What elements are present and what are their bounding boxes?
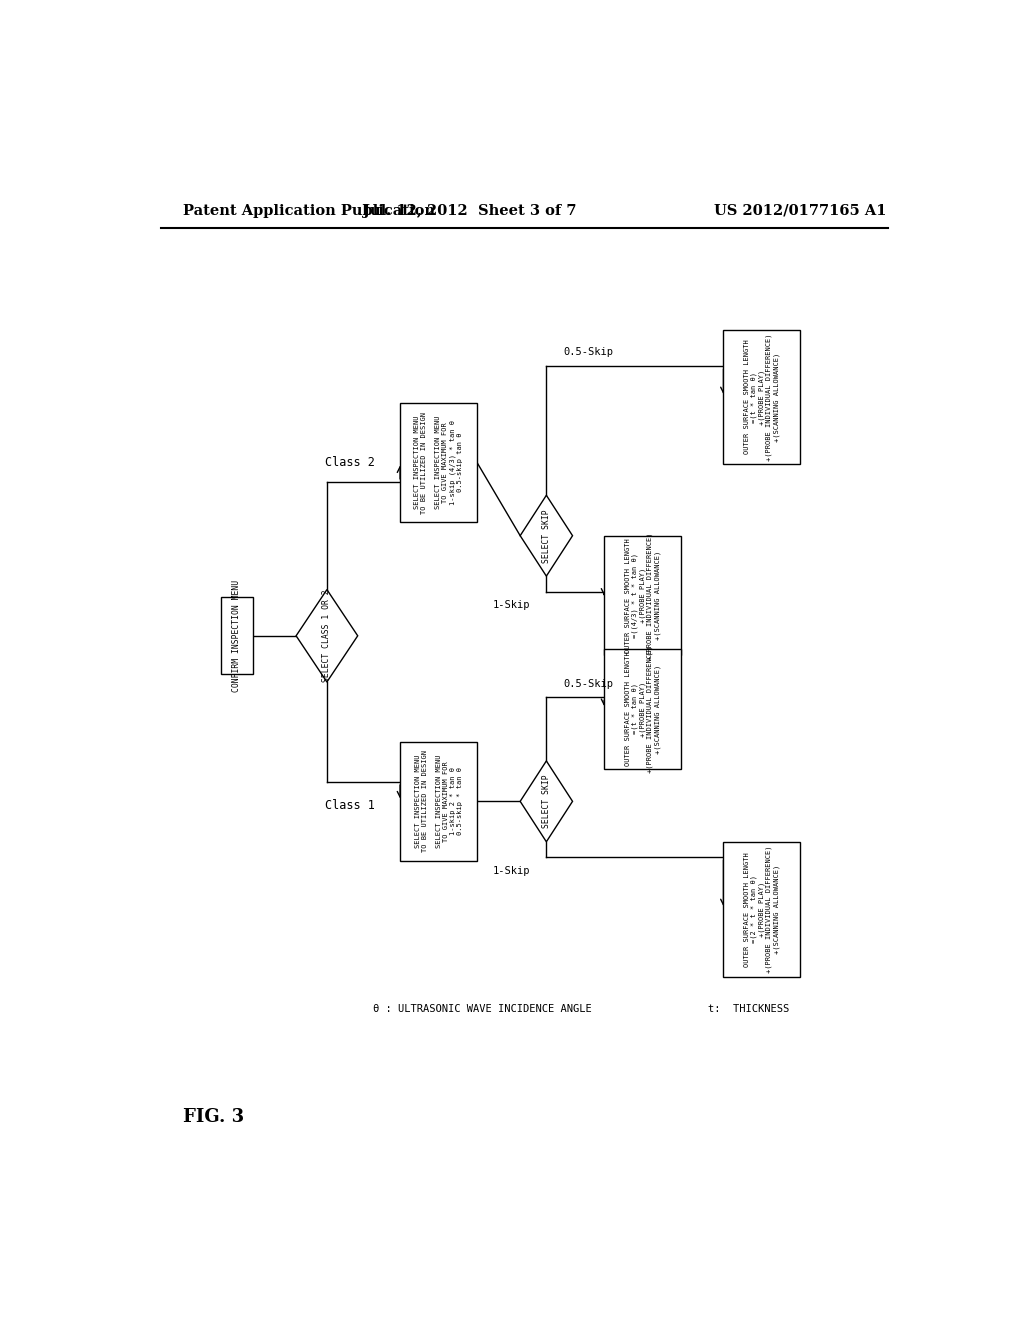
Bar xyxy=(724,330,801,465)
Polygon shape xyxy=(520,760,572,842)
Text: OUTER SURFACE SMOOTH LENGTH
=(t * tan θ)
+(PROBE PLAY)
+(PROBE INDIVIDUAL DIFFER: OUTER SURFACE SMOOTH LENGTH =(t * tan θ)… xyxy=(744,334,780,461)
Bar xyxy=(400,403,477,523)
Text: Patent Application Publication: Patent Application Publication xyxy=(183,203,435,218)
Text: Class 2: Class 2 xyxy=(325,455,375,469)
Text: SELECT INSPECTION MENU
TO BE UTILIZED IN DESIGN

SELECT INSPECTION MENU
TO GIVE : SELECT INSPECTION MENU TO BE UTILIZED IN… xyxy=(415,750,463,853)
Bar xyxy=(604,536,681,656)
Text: 0.5-Skip: 0.5-Skip xyxy=(563,678,613,689)
Text: SELECT INSPECTION MENU
TO BE UTILIZED IN DESIGN

SELECT INSPECTION MENU
TO GIVE : SELECT INSPECTION MENU TO BE UTILIZED IN… xyxy=(415,412,463,513)
Text: 0.5-Skip: 0.5-Skip xyxy=(563,347,613,358)
Text: OUTER SURFACE SMOOTH LENGTH
=(2 * t * tan θ)
+(PROBE PLAY)
+(PROBE INDIVIDUAL DI: OUTER SURFACE SMOOTH LENGTH =(2 * t * ta… xyxy=(744,845,780,973)
Bar xyxy=(220,597,253,675)
Text: 1-Skip: 1-Skip xyxy=(493,866,530,876)
Bar xyxy=(400,742,477,861)
Text: SELECT SKIP: SELECT SKIP xyxy=(542,775,551,828)
Text: US 2012/0177165 A1: US 2012/0177165 A1 xyxy=(714,203,887,218)
Bar xyxy=(604,649,681,768)
Text: Jul. 12, 2012  Sheet 3 of 7: Jul. 12, 2012 Sheet 3 of 7 xyxy=(362,203,577,218)
Text: Class 1: Class 1 xyxy=(325,799,375,812)
Text: FIG. 3: FIG. 3 xyxy=(183,1107,244,1126)
Text: CONFIRM INSPECTION MENU: CONFIRM INSPECTION MENU xyxy=(232,579,242,692)
Bar xyxy=(724,842,801,977)
Text: θ : ULTRASONIC WAVE INCIDENCE ANGLE: θ : ULTRASONIC WAVE INCIDENCE ANGLE xyxy=(373,1005,592,1014)
Polygon shape xyxy=(520,495,572,576)
Text: 1-Skip: 1-Skip xyxy=(493,601,530,610)
Text: OUTER SURFACE SMOOTH LENGTH
=((4/3) * t * tan θ)
+(PROBE PLAY)
+(PROBE INDIVIDUA: OUTER SURFACE SMOOTH LENGTH =((4/3) * t … xyxy=(625,532,660,660)
Text: OUTER SURFACE SMOOTH LENGTH
=(t * tan θ)
+(PROBE PLAY)
+(PROBE INDIVIDUAL DIFFER: OUTER SURFACE SMOOTH LENGTH =(t * tan θ)… xyxy=(625,645,660,772)
Text: t:  THICKNESS: t: THICKNESS xyxy=(708,1005,790,1014)
Text: SELECT CLASS 1 OR 2: SELECT CLASS 1 OR 2 xyxy=(323,590,332,682)
Polygon shape xyxy=(296,590,357,682)
Text: SELECT SKIP: SELECT SKIP xyxy=(542,510,551,562)
